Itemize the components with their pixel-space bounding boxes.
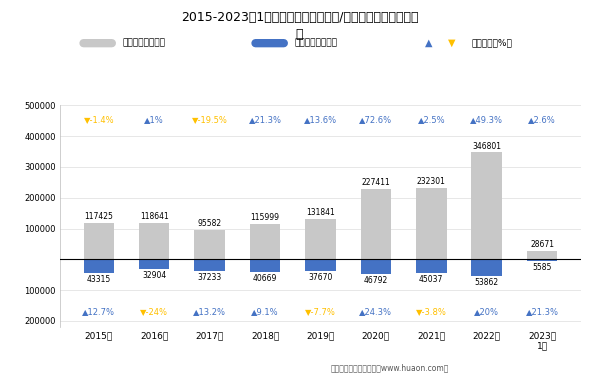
Bar bbox=[195, 230, 225, 259]
Text: 346801: 346801 bbox=[472, 142, 501, 151]
Text: 95582: 95582 bbox=[198, 219, 222, 228]
Text: ▼-7.7%: ▼-7.7% bbox=[305, 307, 336, 316]
Text: ▼-1.4%: ▼-1.4% bbox=[83, 115, 114, 124]
Text: 进口额（万美元）: 进口额（万美元） bbox=[295, 39, 337, 48]
Text: ▲2.5%: ▲2.5% bbox=[418, 115, 445, 124]
Bar bbox=[361, 189, 391, 259]
Text: ▲9.1%: ▲9.1% bbox=[251, 307, 279, 316]
Text: 2015-2023年1月安庆市（境内目的地/货源地）进、出口额统
计: 2015-2023年1月安庆市（境内目的地/货源地）进、出口额统 计 bbox=[181, 11, 418, 41]
Text: 37670: 37670 bbox=[308, 273, 332, 282]
Text: ▲20%: ▲20% bbox=[474, 307, 499, 316]
Text: ▼: ▼ bbox=[448, 38, 456, 48]
Text: ▲49.3%: ▲49.3% bbox=[470, 115, 503, 124]
Text: 43315: 43315 bbox=[87, 274, 111, 284]
Text: ▲21.3%: ▲21.3% bbox=[525, 307, 559, 316]
Text: ▲24.3%: ▲24.3% bbox=[359, 307, 392, 316]
Bar bbox=[416, 259, 446, 273]
Bar bbox=[305, 219, 335, 259]
Bar bbox=[527, 250, 557, 259]
Text: ▲: ▲ bbox=[425, 38, 432, 48]
Bar bbox=[250, 259, 280, 272]
Text: ▲13.6%: ▲13.6% bbox=[304, 115, 337, 124]
Text: 53862: 53862 bbox=[474, 278, 499, 287]
Text: 45037: 45037 bbox=[419, 275, 443, 284]
Text: ▲2.6%: ▲2.6% bbox=[528, 115, 556, 124]
Text: 227411: 227411 bbox=[362, 179, 391, 187]
Text: ▼-19.5%: ▼-19.5% bbox=[192, 115, 228, 124]
Text: 37233: 37233 bbox=[198, 273, 222, 282]
Bar bbox=[84, 223, 114, 259]
Text: 46792: 46792 bbox=[364, 276, 388, 285]
Text: 232301: 232301 bbox=[417, 177, 446, 186]
Text: 制图：华经产业研究院（www.huaon.com）: 制图：华经产业研究院（www.huaon.com） bbox=[330, 363, 449, 372]
Bar bbox=[527, 259, 557, 261]
Text: ▼-24%: ▼-24% bbox=[140, 307, 168, 316]
Bar bbox=[139, 259, 170, 270]
Bar bbox=[471, 153, 502, 259]
Text: ▼-3.8%: ▼-3.8% bbox=[416, 307, 447, 316]
Text: 118641: 118641 bbox=[140, 212, 168, 221]
Text: 32904: 32904 bbox=[142, 271, 167, 280]
Bar bbox=[361, 259, 391, 274]
Text: ▲1%: ▲1% bbox=[144, 115, 164, 124]
Bar bbox=[195, 259, 225, 271]
Bar bbox=[471, 259, 502, 276]
Text: ▲13.2%: ▲13.2% bbox=[193, 307, 226, 316]
Text: 5585: 5585 bbox=[533, 263, 552, 272]
Bar bbox=[250, 224, 280, 259]
Text: 出口额（万美元）: 出口额（万美元） bbox=[122, 39, 165, 48]
Bar bbox=[305, 259, 335, 271]
Bar bbox=[139, 223, 170, 259]
Text: 115999: 115999 bbox=[250, 213, 280, 222]
Text: 131841: 131841 bbox=[306, 208, 335, 217]
Text: ▲72.6%: ▲72.6% bbox=[359, 115, 392, 124]
Bar bbox=[84, 259, 114, 273]
Text: 117425: 117425 bbox=[84, 212, 113, 221]
Bar bbox=[416, 188, 446, 259]
Text: 28671: 28671 bbox=[530, 240, 554, 249]
Text: 40669: 40669 bbox=[253, 274, 277, 283]
Text: 同比增长（%）: 同比增长（%） bbox=[471, 39, 513, 48]
Text: ▲12.7%: ▲12.7% bbox=[82, 307, 116, 316]
Text: ▲21.3%: ▲21.3% bbox=[249, 115, 282, 124]
